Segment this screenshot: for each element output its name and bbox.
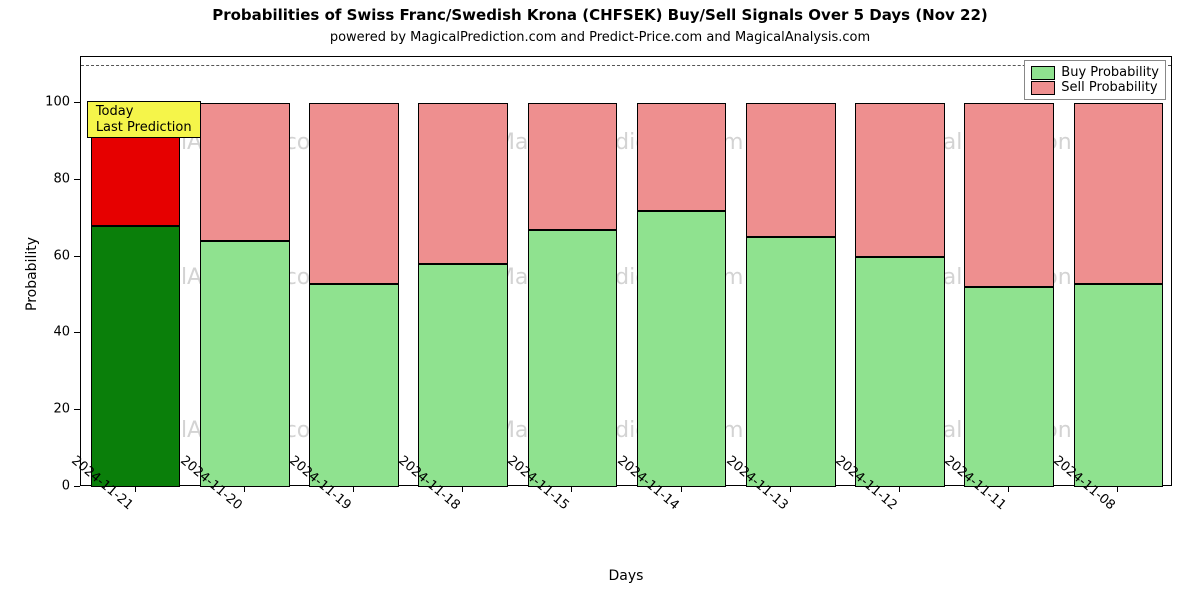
- chart-subtitle: powered by MagicalPrediction.com and Pre…: [0, 30, 1200, 45]
- bar-sell: [528, 103, 618, 230]
- y-tick: [74, 486, 80, 487]
- x-tick: [1008, 486, 1009, 492]
- y-tick-label: 40: [30, 325, 70, 340]
- bar-buy: [637, 211, 727, 487]
- bar-buy: [528, 230, 618, 487]
- today-line2: Last Prediction: [96, 120, 192, 136]
- bar-sell: [418, 103, 508, 264]
- y-tick-label: 20: [30, 402, 70, 417]
- bar-sell: [637, 103, 727, 211]
- bar-buy: [855, 257, 945, 487]
- bar-buy: [309, 284, 399, 487]
- bar-sell: [309, 103, 399, 283]
- bar-sell: [964, 103, 1054, 287]
- bar-sell: [746, 103, 836, 237]
- bar-buy: [418, 264, 508, 487]
- x-tick: [790, 486, 791, 492]
- x-tick: [353, 486, 354, 492]
- y-tick-label: 0: [30, 479, 70, 494]
- bar-sell: [855, 103, 945, 257]
- legend-label: Sell Probability: [1061, 80, 1157, 95]
- y-tick: [74, 256, 80, 257]
- x-tick: [462, 486, 463, 492]
- y-tick: [74, 332, 80, 333]
- bar-buy: [746, 237, 836, 487]
- today-annotation: TodayLast Prediction: [87, 101, 201, 138]
- x-tick: [899, 486, 900, 492]
- y-tick-label: 100: [30, 95, 70, 110]
- y-tick: [74, 409, 80, 410]
- x-tick: [571, 486, 572, 492]
- bar-sell: [200, 103, 290, 241]
- x-tick: [244, 486, 245, 492]
- bar-sell: [1074, 103, 1164, 283]
- chart-title: Probabilities of Swiss Franc/Swedish Kro…: [0, 6, 1200, 24]
- y-tick-label: 80: [30, 171, 70, 186]
- x-tick: [135, 486, 136, 492]
- plot-area: MagicalAnalysis.comMagicalPrediction.com…: [80, 56, 1172, 486]
- legend-item: Sell Probability: [1031, 80, 1159, 95]
- bar-buy: [964, 287, 1054, 487]
- chart-container: { "chart": { "type": "stacked-bar", "tit…: [0, 0, 1200, 600]
- legend-swatch: [1031, 66, 1055, 80]
- x-tick: [681, 486, 682, 492]
- x-axis-label: Days: [80, 568, 1172, 584]
- today-line1: Today: [96, 104, 192, 120]
- y-tick: [74, 179, 80, 180]
- reference-line: [81, 65, 1171, 66]
- bar-buy: [200, 241, 290, 487]
- y-tick: [74, 102, 80, 103]
- legend-swatch: [1031, 81, 1055, 95]
- legend: Buy ProbabilitySell Probability: [1024, 60, 1166, 100]
- x-tick: [1117, 486, 1118, 492]
- y-tick-label: 60: [30, 248, 70, 263]
- bar-buy: [91, 226, 181, 487]
- legend-label: Buy Probability: [1061, 65, 1159, 80]
- legend-item: Buy Probability: [1031, 65, 1159, 80]
- bar-buy: [1074, 284, 1164, 487]
